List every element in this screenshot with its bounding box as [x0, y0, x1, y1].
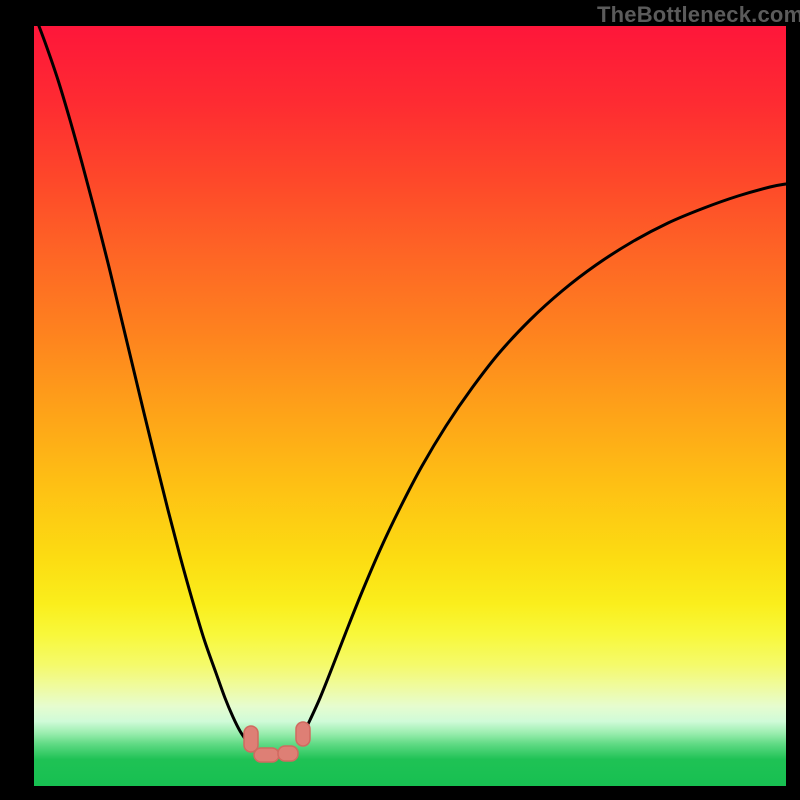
marker-capsule-0: [244, 726, 258, 752]
marker-capsule-2: [278, 746, 298, 761]
marker-capsule-3: [296, 722, 310, 746]
plot-area: [34, 26, 786, 786]
chart-svg: [0, 0, 800, 800]
chart-frame: TheBottleneck.com: [0, 0, 800, 800]
watermark-text: TheBottleneck.com: [597, 2, 800, 28]
marker-capsule-1: [254, 748, 279, 762]
